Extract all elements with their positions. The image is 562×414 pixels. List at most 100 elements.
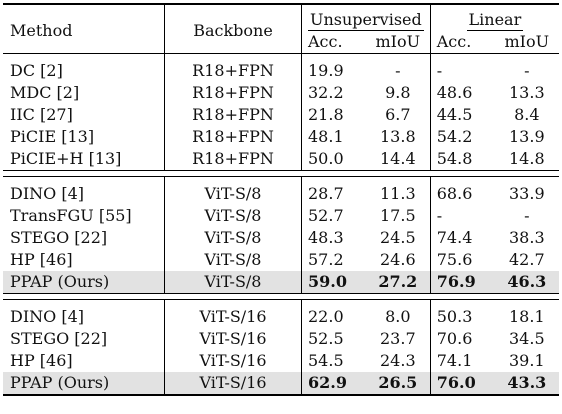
- unsupervised-miou-cell: 17.5: [365, 205, 431, 227]
- backbone-cell: ViT-S/16: [164, 372, 302, 396]
- unsupervised-acc-cell: 19.9: [308, 61, 344, 80]
- table-row: PPAP (Ours) ViT-S/8 59.0 27.2 76.9 46.3: [3, 271, 559, 294]
- backbone-cell: ViT-S/16: [164, 328, 302, 350]
- header-row-1: Method Backbone Unsupervised Linear: [3, 3, 559, 54]
- linear-miou-header: mIoU: [504, 32, 550, 51]
- linear-acc-cell: -: [436, 206, 443, 225]
- linear-miou-cell: -: [524, 206, 530, 225]
- table-row: IIC [27] R18+FPN 21.8 6.7 44.5 8.4: [3, 104, 559, 126]
- unsupervised-acc-cell: 62.9: [301, 372, 366, 396]
- unsupervised-acc-cell: 48.3: [308, 228, 344, 247]
- unsupervised-miou-cell: 13.8: [365, 126, 431, 148]
- method-cell: DC [2]: [10, 61, 63, 80]
- linear-miou-cell: 46.3: [494, 271, 559, 294]
- linear-miou-cell: 34.5: [509, 329, 545, 348]
- linear-miou-cell: 33.9: [509, 184, 545, 203]
- table-row: DINO [4] ViT-S/16 22.0 8.0 50.3 18.1: [3, 306, 559, 328]
- method-cell: HP [46]: [10, 250, 73, 269]
- unsupervised-label: Unsupervised: [308, 10, 424, 31]
- table-row: MDC [2] R18+FPN 32.2 9.8 48.6 13.3: [3, 82, 559, 104]
- unsupervised-acc-cell: 52.7: [308, 206, 344, 225]
- linear-label: Linear: [466, 10, 524, 31]
- method-cell: STEGO [22]: [10, 329, 108, 348]
- table-row: DC [2] R18+FPN 19.9- - -: [3, 60, 559, 82]
- linear-miou-cell: 18.1: [509, 307, 545, 326]
- block-separator: [3, 176, 559, 183]
- backbone-cell: R18+FPN: [164, 104, 302, 126]
- header-row-2: Acc. mIoU Acc. mIoU: [3, 31, 559, 54]
- linear-acc-cell: -: [436, 61, 443, 80]
- method-cell: HP [46]: [10, 351, 73, 370]
- unsupervised-acc-header: Acc.: [308, 32, 343, 51]
- block-gap: [3, 293, 559, 300]
- method-cell: MDC [2]: [10, 83, 80, 102]
- backbone-cell: ViT-S/8: [164, 205, 302, 227]
- table-row: PPAP (Ours) ViT-S/16 62.9 26.5 76.0 43.3: [3, 372, 559, 396]
- backbone-cell: ViT-S/8: [164, 227, 302, 249]
- method-cell: IIC [27]: [10, 105, 73, 124]
- linear-group-header: Linear: [430, 3, 559, 31]
- linear-acc-cell: 70.6: [436, 329, 473, 348]
- method-cell: PPAP (Ours): [3, 271, 165, 294]
- table-body: Method Backbone Unsupervised Linear Acc.…: [3, 3, 559, 396]
- unsupervised-acc-cell: 50.0: [308, 149, 344, 168]
- unsupervised-miou-header: mIoU: [365, 31, 431, 54]
- linear-miou-cell: 13.9: [509, 127, 545, 146]
- linear-acc-cell: 74.4: [436, 228, 473, 247]
- unsupervised-miou-cell: 8.0: [365, 306, 431, 328]
- unsupervised-miou-cell: 24.3: [365, 350, 431, 372]
- block-separator: [3, 53, 559, 60]
- method-cell: PiCIE+H [13]: [10, 149, 122, 168]
- unsupervised-miou-cell: 23.7: [365, 328, 431, 350]
- linear-acc-cell: 54.8: [436, 149, 473, 168]
- unsupervised-miou-cell: 11.3: [365, 183, 431, 205]
- method-cell: DINO [4]: [10, 307, 85, 326]
- linear-miou-cell: 13.3: [509, 83, 545, 102]
- table-row: PiCIE+H [13] R18+FPN 50.0 14.4 54.8 14.8: [3, 148, 559, 171]
- unsupervised-miou-cell: 14.4: [365, 148, 431, 171]
- linear-acc-cell: 74.1: [436, 351, 473, 370]
- unsupervised-acc-cell: 22.0: [308, 307, 344, 326]
- linear-miou-cell: 39.1: [509, 351, 545, 370]
- linear-miou-cell: 43.3: [494, 372, 559, 396]
- backbone-cell: ViT-S/16: [164, 306, 302, 328]
- unsupervised-miou-cell: 24.5: [365, 227, 431, 249]
- table-row: PiCIE [13] R18+FPN 48.1 13.8 54.2 13.9: [3, 126, 559, 148]
- linear-acc-cell: 75.6: [436, 250, 473, 269]
- unsupervised-miou-cell: 6.7: [365, 104, 431, 126]
- unsupervised-acc-cell: 21.8: [308, 105, 344, 124]
- method-cell: PiCIE [13]: [10, 127, 95, 146]
- linear-acc-cell: 54.2: [436, 127, 473, 146]
- backbone-cell: ViT-S/8: [164, 249, 302, 271]
- unsupervised-acc-cell: 57.2: [308, 250, 344, 269]
- linear-miou-cell: 38.3: [509, 228, 545, 247]
- linear-acc-cell: 44.5: [436, 105, 473, 124]
- linear-miou-cell: 14.8: [509, 149, 545, 168]
- backbone-cell: R18+FPN: [164, 60, 302, 82]
- linear-acc-cell: 48.6: [436, 83, 473, 102]
- backbone-cell: R18+FPN: [164, 82, 302, 104]
- linear-miou-cell: 42.7: [509, 250, 545, 269]
- unsupervised-group-header: Unsupervised: [301, 3, 431, 31]
- linear-acc-cell: 68.6: [436, 184, 473, 203]
- unsupervised-acc-cell: 54.5: [308, 351, 344, 370]
- linear-acc-header: Acc.: [436, 32, 472, 51]
- linear-acc-cell: 76.0: [430, 372, 495, 396]
- method-cell: PPAP (Ours): [3, 372, 165, 396]
- backbone-cell: ViT-S/8: [164, 271, 302, 294]
- backbone-cell: R18+FPN: [164, 148, 302, 171]
- table-row: TransFGU [55] ViT-S/8 52.7 17.5- -: [3, 205, 559, 227]
- block-gap: [3, 170, 559, 177]
- backbone-cell: R18+FPN: [164, 126, 302, 148]
- unsupervised-miou-cell: 9.8: [365, 82, 431, 104]
- table-row: HP [46] ViT-S/16 54.5 24.3 74.1 39.1: [3, 350, 559, 372]
- unsupervised-acc-cell: 32.2: [308, 83, 344, 102]
- linear-miou-cell: 8.4: [514, 105, 540, 124]
- unsupervised-acc-cell: 28.7: [308, 184, 344, 203]
- backbone-cell: ViT-S/16: [164, 350, 302, 372]
- linear-miou-cell: -: [524, 61, 530, 80]
- table-row: STEGO [22] ViT-S/8 48.3 24.5 74.4 38.3: [3, 227, 559, 249]
- unsupervised-acc-cell: 48.1: [308, 127, 344, 146]
- unsupervised-miou-cell: -: [365, 60, 431, 82]
- unsupervised-acc-cell: 59.0: [301, 271, 366, 294]
